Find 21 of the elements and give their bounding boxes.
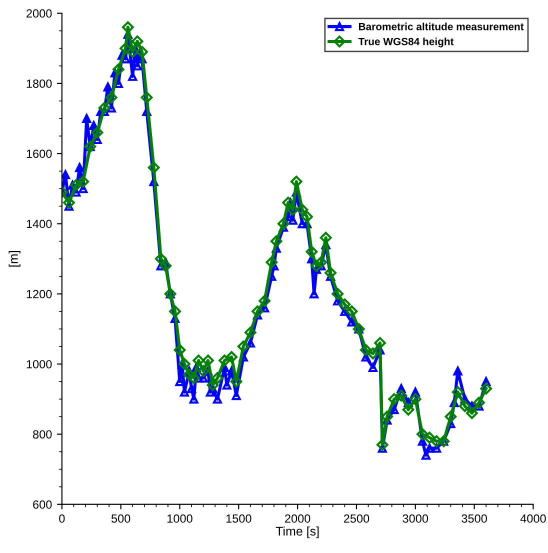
x-tick-label: 3500 <box>462 514 487 523</box>
x-tick-label: 500 <box>111 514 130 523</box>
y-tick-label: 2000 <box>26 9 52 18</box>
y-tick-label: 800 <box>33 430 52 439</box>
y-tick-label: 1000 <box>26 360 52 368</box>
x-tick-label: 1000 <box>168 514 192 523</box>
y-tick-label: 600 <box>33 500 52 509</box>
y-tick-label: 1800 <box>26 79 52 88</box>
x-axis-title: Time [s] <box>276 526 319 538</box>
x-tick-label: 2500 <box>344 514 370 523</box>
y-tick-label: 1600 <box>26 150 52 158</box>
x-tick-label: 0 <box>59 514 65 523</box>
x-tick-label: 3000 <box>402 514 428 523</box>
x-tick-label: 4000 <box>520 514 546 523</box>
x-tick-label: 1500 <box>226 514 252 523</box>
y-tick-label: 1400 <box>26 220 52 228</box>
x-tick-label: 2000 <box>285 514 310 523</box>
legend-label: Barometric altitude measurement <box>358 22 524 30</box>
legend-label: True WGS84 height <box>358 38 454 48</box>
y-axis-title: [m] <box>8 251 20 267</box>
y-tick-label: 1200 <box>26 290 52 298</box>
